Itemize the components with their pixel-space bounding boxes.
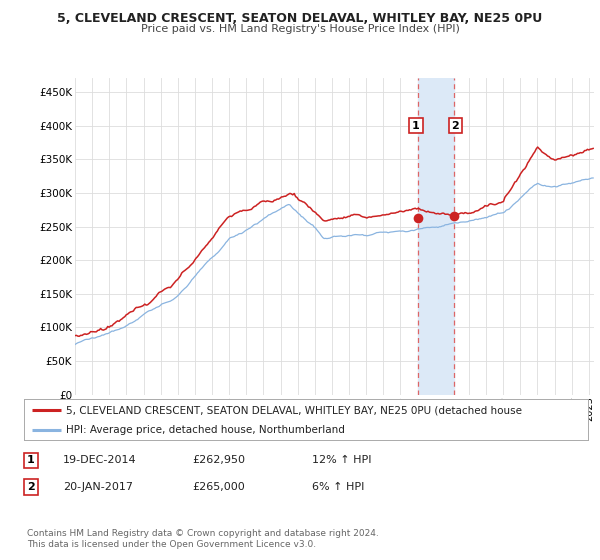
Text: 2: 2 bbox=[451, 120, 459, 130]
Bar bbox=[418, 78, 454, 395]
Text: 6% ↑ HPI: 6% ↑ HPI bbox=[312, 482, 364, 492]
Text: 1: 1 bbox=[412, 120, 420, 130]
Text: Price paid vs. HM Land Registry's House Price Index (HPI): Price paid vs. HM Land Registry's House … bbox=[140, 24, 460, 34]
Text: £265,000: £265,000 bbox=[192, 482, 245, 492]
Text: 1: 1 bbox=[27, 455, 35, 465]
Text: HPI: Average price, detached house, Northumberland: HPI: Average price, detached house, Nort… bbox=[66, 424, 345, 435]
Text: Contains HM Land Registry data © Crown copyright and database right 2024.
This d: Contains HM Land Registry data © Crown c… bbox=[27, 529, 379, 549]
Text: 12% ↑ HPI: 12% ↑ HPI bbox=[312, 455, 371, 465]
Text: £262,950: £262,950 bbox=[192, 455, 245, 465]
Text: 5, CLEVELAND CRESCENT, SEATON DELAVAL, WHITLEY BAY, NE25 0PU (detached house: 5, CLEVELAND CRESCENT, SEATON DELAVAL, W… bbox=[66, 405, 522, 415]
Text: 20-JAN-2017: 20-JAN-2017 bbox=[63, 482, 133, 492]
Text: 19-DEC-2014: 19-DEC-2014 bbox=[63, 455, 137, 465]
Text: 5, CLEVELAND CRESCENT, SEATON DELAVAL, WHITLEY BAY, NE25 0PU: 5, CLEVELAND CRESCENT, SEATON DELAVAL, W… bbox=[58, 12, 542, 25]
Text: 2: 2 bbox=[27, 482, 35, 492]
